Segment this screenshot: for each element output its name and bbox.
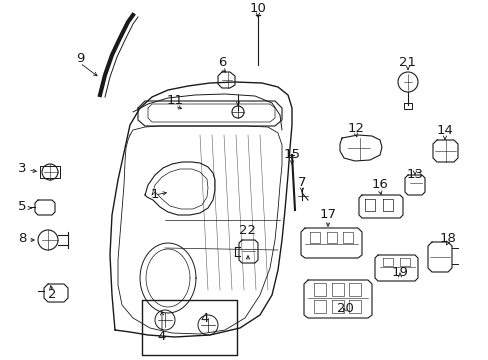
Text: 5: 5	[18, 201, 26, 213]
Text: 4: 4	[158, 330, 166, 343]
Text: 2: 2	[48, 288, 56, 302]
Text: 8: 8	[18, 231, 26, 244]
Text: 6: 6	[217, 55, 226, 68]
Text: 11: 11	[166, 94, 183, 107]
Text: 16: 16	[371, 179, 387, 192]
Text: 18: 18	[439, 231, 455, 244]
Text: 4: 4	[201, 311, 209, 324]
Text: 10: 10	[249, 1, 266, 14]
Text: 15: 15	[283, 148, 300, 162]
Text: 1: 1	[150, 189, 159, 202]
Text: 9: 9	[76, 51, 84, 64]
Text: 22: 22	[239, 224, 256, 237]
Text: 19: 19	[391, 266, 407, 279]
Text: 14: 14	[436, 123, 452, 136]
Text: 7: 7	[297, 176, 305, 189]
Text: 21: 21	[399, 55, 416, 68]
Text: 12: 12	[347, 122, 364, 135]
Text: 3: 3	[18, 162, 26, 175]
Text: 17: 17	[319, 208, 336, 221]
Text: 20: 20	[336, 302, 353, 315]
Text: 13: 13	[406, 168, 423, 181]
